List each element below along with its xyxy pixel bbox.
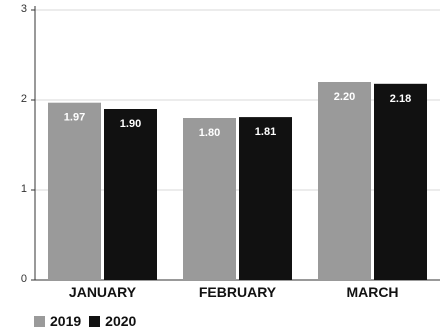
bars: [48, 82, 427, 280]
data-label-2019-february: 1.80: [199, 127, 220, 139]
labels: 0 1 2 3 1.97 1.90 JANUARY 1.80 1.81 FEBRUARY 2.20 2…: [21, 3, 411, 300]
legend-item-2020: 2020: [89, 313, 136, 329]
data-label-2020-february: 1.81: [255, 126, 276, 138]
data-label-2019-march: 2.20: [334, 91, 355, 103]
y-tick-label: 3: [21, 3, 27, 15]
legend-label-2019: 2019: [50, 313, 82, 329]
legend-swatch-2019: [34, 315, 45, 327]
bar-2019-january: [48, 102, 101, 280]
legend-label-2020: 2020: [105, 313, 137, 329]
bar-2020-february: [239, 117, 292, 280]
y-tick-label: 0: [21, 273, 27, 285]
x-category-label-january: JANUARY: [69, 284, 137, 300]
y-tick-label: 1: [21, 183, 27, 195]
legend-item-2019: 2019: [34, 313, 81, 329]
legend-swatch-2020: [89, 315, 101, 327]
x-category-label-february: FEBRUARY: [199, 284, 277, 300]
bar-2020-january: [104, 109, 157, 280]
data-label-2020-march: 2.18: [390, 93, 411, 105]
data-label-2019-january: 1.97: [64, 112, 85, 124]
y-tick-label: 2: [21, 93, 27, 105]
bar-2019-march: [318, 82, 371, 280]
data-label-2020-january: 1.90: [120, 118, 141, 130]
gridlines: [35, 9, 440, 191]
bar-2019-february: [183, 118, 236, 280]
bar-2020-march: [374, 83, 427, 280]
legend: 2019 2020: [34, 313, 136, 329]
x-category-label-march: MARCH: [346, 284, 398, 300]
axes: [31, 6, 440, 281]
